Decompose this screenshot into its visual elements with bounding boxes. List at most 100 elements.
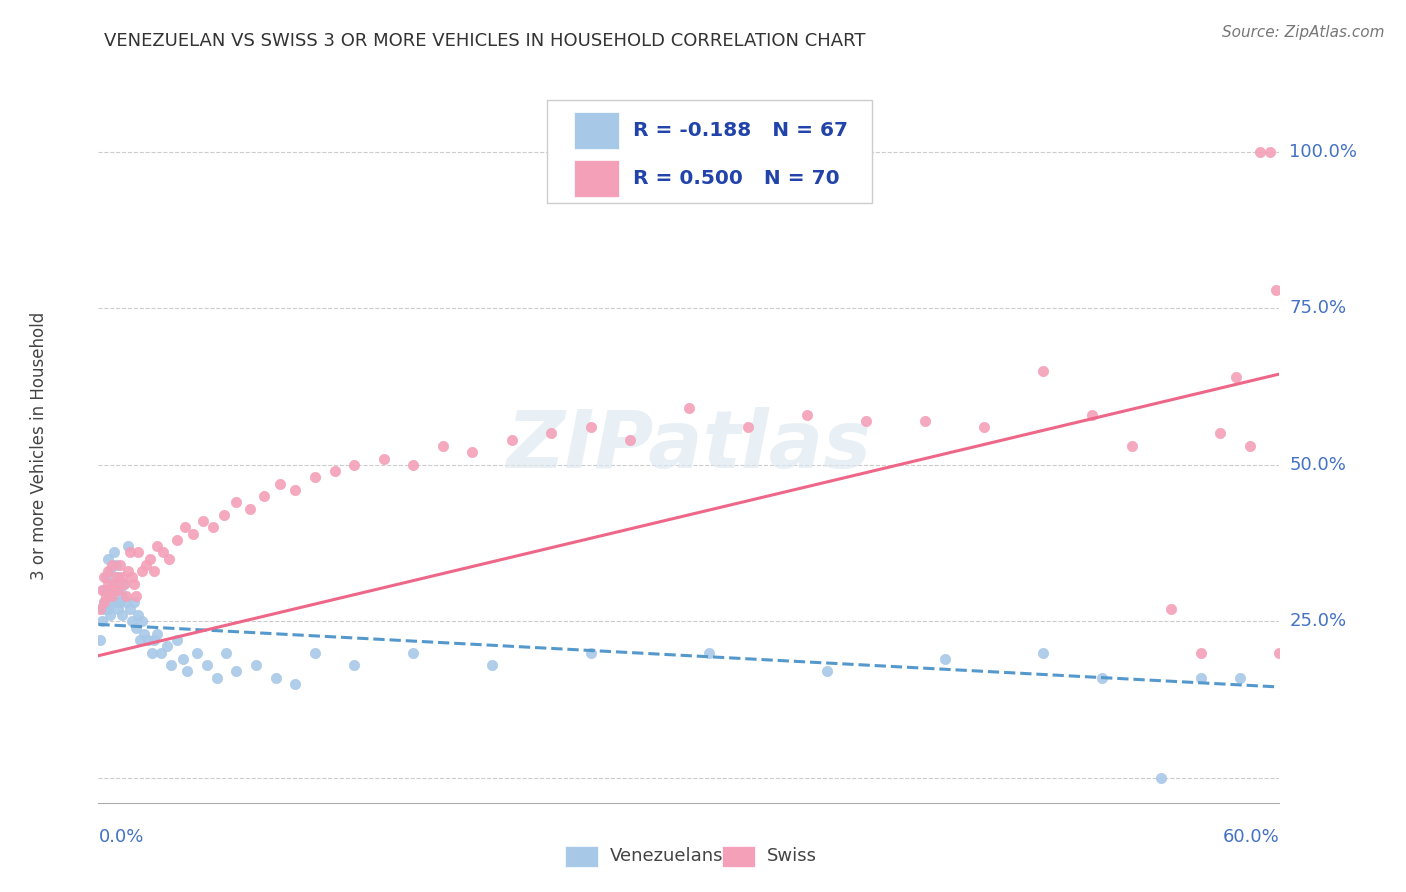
Bar bbox=[575, 160, 619, 197]
Point bbox=[97, 576, 120, 591]
Point bbox=[101, 589, 124, 603]
Text: 100.0%: 100.0% bbox=[1289, 143, 1357, 161]
Text: R = -0.188   N = 67: R = -0.188 N = 67 bbox=[634, 121, 848, 140]
Point bbox=[93, 595, 115, 609]
Point bbox=[215, 646, 238, 660]
Point bbox=[269, 476, 291, 491]
Point bbox=[131, 614, 153, 628]
Point bbox=[125, 621, 148, 635]
Point bbox=[105, 570, 128, 584]
Point bbox=[239, 501, 262, 516]
Point bbox=[855, 414, 877, 428]
Text: Swiss: Swiss bbox=[766, 847, 817, 865]
Point bbox=[166, 633, 188, 648]
Point bbox=[737, 420, 759, 434]
Point bbox=[264, 671, 287, 685]
Point bbox=[156, 640, 179, 654]
Point bbox=[108, 558, 131, 572]
Point bbox=[176, 665, 198, 679]
Point bbox=[579, 420, 602, 434]
Point bbox=[97, 582, 120, 597]
Point bbox=[117, 564, 139, 578]
Bar bbox=[723, 846, 755, 867]
Point bbox=[579, 646, 602, 660]
Point bbox=[225, 665, 247, 679]
Point bbox=[141, 646, 163, 660]
Point bbox=[96, 589, 118, 603]
Point bbox=[132, 627, 155, 641]
Point bbox=[1229, 671, 1251, 685]
Point bbox=[125, 589, 148, 603]
Point bbox=[1150, 771, 1173, 785]
Point bbox=[914, 414, 936, 428]
Point bbox=[107, 570, 129, 584]
Point bbox=[481, 658, 503, 673]
Point bbox=[1081, 408, 1104, 422]
Point bbox=[284, 483, 307, 497]
Point bbox=[284, 677, 307, 691]
Point bbox=[1239, 439, 1261, 453]
Point bbox=[127, 607, 149, 622]
Point bbox=[253, 489, 276, 503]
Point bbox=[93, 582, 115, 597]
Point bbox=[796, 408, 818, 422]
Bar bbox=[575, 112, 619, 149]
Point bbox=[540, 426, 562, 441]
Point bbox=[135, 558, 157, 572]
Point bbox=[172, 652, 194, 666]
Point bbox=[157, 551, 180, 566]
Point bbox=[678, 401, 700, 416]
Point bbox=[146, 627, 169, 641]
Point bbox=[1264, 283, 1286, 297]
Point bbox=[98, 607, 121, 622]
Text: VENEZUELAN VS SWISS 3 OR MORE VEHICLES IN HOUSEHOLD CORRELATION CHART: VENEZUELAN VS SWISS 3 OR MORE VEHICLES I… bbox=[104, 32, 866, 50]
Point bbox=[501, 433, 523, 447]
Point bbox=[1032, 646, 1054, 660]
Point bbox=[122, 595, 145, 609]
Point bbox=[191, 514, 214, 528]
Point bbox=[128, 633, 150, 648]
Point bbox=[93, 570, 115, 584]
Point bbox=[103, 582, 125, 597]
Point bbox=[122, 576, 145, 591]
Point bbox=[1189, 671, 1212, 685]
Point bbox=[111, 570, 134, 584]
Point bbox=[121, 614, 143, 628]
Text: R = 0.500   N = 70: R = 0.500 N = 70 bbox=[634, 169, 839, 188]
Point bbox=[1268, 646, 1291, 660]
Point bbox=[103, 545, 125, 559]
Point bbox=[214, 508, 236, 522]
Point bbox=[1209, 426, 1232, 441]
Point bbox=[373, 451, 395, 466]
Point bbox=[619, 433, 641, 447]
Point bbox=[1225, 370, 1247, 384]
Point bbox=[91, 582, 114, 597]
Point bbox=[97, 601, 120, 615]
Point bbox=[323, 464, 346, 478]
Text: Source: ZipAtlas.com: Source: ZipAtlas.com bbox=[1222, 25, 1385, 40]
Point bbox=[107, 582, 129, 597]
Point bbox=[101, 595, 124, 609]
Point bbox=[697, 646, 720, 660]
Point bbox=[973, 420, 995, 434]
Point bbox=[1258, 145, 1281, 159]
Text: 0.0%: 0.0% bbox=[98, 828, 143, 846]
Point bbox=[432, 439, 454, 453]
Point bbox=[96, 601, 118, 615]
Point bbox=[142, 633, 165, 648]
Bar bbox=[565, 846, 598, 867]
Point bbox=[115, 595, 138, 609]
Point bbox=[103, 576, 125, 591]
Point bbox=[121, 570, 143, 584]
Point bbox=[118, 601, 141, 615]
Point bbox=[91, 601, 114, 615]
Text: 3 or more Vehicles in Household: 3 or more Vehicles in Household bbox=[31, 312, 48, 580]
Point bbox=[160, 658, 183, 673]
Point bbox=[195, 658, 218, 673]
Point bbox=[205, 671, 228, 685]
Point bbox=[146, 539, 169, 553]
Point bbox=[97, 551, 120, 566]
FancyBboxPatch shape bbox=[547, 100, 872, 203]
Point bbox=[181, 526, 204, 541]
Point bbox=[461, 445, 484, 459]
